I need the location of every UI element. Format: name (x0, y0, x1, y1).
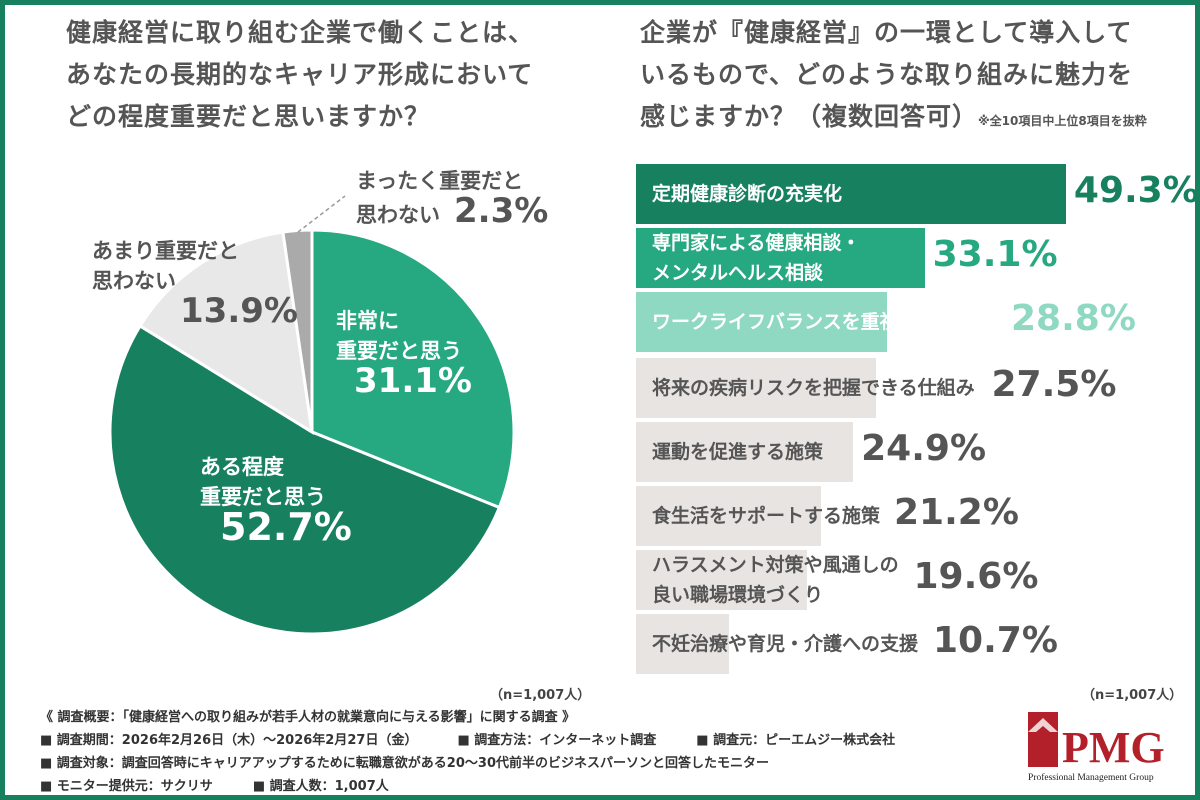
right-question-title: 企業が『健康経営』の一環として導入して いるもので、どのような取り組みに魅力を … (640, 12, 1200, 142)
bar-label: 運動を促進する施策 (652, 441, 824, 463)
bar-label: 将来の疾病リスクを把握できる仕組み (652, 377, 975, 399)
left-sample-size: （n=1,007人） (490, 688, 591, 703)
bar-value: 24.9% (861, 428, 987, 469)
pie-label-not-much: あまり重要だと 思わない 13.9% (92, 239, 298, 331)
bar-2 (636, 292, 888, 352)
title-line: 企業が『健康経営』の一環として導入して (640, 18, 1133, 47)
bar-value: 28.8% (1011, 298, 1136, 339)
bar-value: 10.7% (933, 620, 1058, 661)
pie-chart (108, 228, 516, 636)
svg-text:Professional Management Group: Professional Management Group (1028, 772, 1154, 783)
bar-value: 33.1% (932, 234, 1058, 275)
title-line: あなたの長期的なキャリア形成において (66, 60, 534, 89)
bar-6 (636, 550, 807, 610)
pmg-logo: PMG Professional Management Group (1022, 712, 1182, 791)
bar-7 (636, 614, 730, 674)
pie-slice-0 (310, 228, 516, 510)
bar-label: ハラスメント対策や風通しの 良い職場環境づくり (652, 554, 899, 606)
bar-label: 専門家による健康相談・ メンタルヘルス相談 (652, 232, 861, 284)
bar-label: 不妊治療や育児・介護への支援 (652, 633, 919, 655)
bar-value: 21.2% (894, 492, 1019, 533)
survey-target: ■ 調査対象：調査回答時にキャリアアップするために転職意欲がある20～30代前半… (40, 756, 769, 771)
pie-label-not-at-all: まったく重要だと 思わない 2.3% (356, 169, 549, 231)
survey-details-row: ■ 調査期間：2026年2月26日（木）～2026年2月27日（金） ■ 調査方法… (40, 733, 896, 748)
svg-text:PMG: PMG (1062, 723, 1165, 772)
title-line: いるもので、どのような取り組みに魅力を (640, 60, 1134, 89)
leader-line (297, 195, 346, 233)
title-note: ※全10項目中上位8項目を抜粋 (978, 114, 1147, 128)
left-question-title: 健康経営に取り組む企業で働くことは、 あなたの長期的なキャリア形成において どの… (66, 12, 586, 138)
bar-3 (636, 358, 876, 418)
pie-label-somewhat: ある程度 重要だと思う 52.7% (200, 455, 352, 549)
bar-value: 19.6% (913, 556, 1039, 597)
bar-0 (636, 164, 1066, 224)
bar-label: 定期健康診断の充実化 (652, 183, 843, 205)
title-line: どの程度重要だと思いますか？ (66, 102, 431, 131)
right-sample-size: （n=1,007人） (1082, 688, 1183, 703)
survey-details-row2: ■ モニター提供元：サクリサ ■ 調査人数：1,007人 (40, 779, 389, 794)
bar-1 (636, 228, 925, 288)
pie-slice-2 (138, 230, 314, 435)
bar-label: 食生活をサポートする施策 (652, 505, 881, 527)
title-line: 感じますか？（複数回答可） (640, 102, 979, 131)
bar-value: 49.3% (1073, 170, 1199, 211)
pie-slice-1 (108, 323, 502, 636)
title-line: 健康経営に取り組む企業で働くことは、 (66, 18, 535, 47)
bar-5 (636, 486, 821, 546)
pie-label-very: 非常に 重要だと思う 31.1% (336, 309, 472, 401)
bar-value: 27.5% (991, 364, 1117, 405)
survey-summary: 《 調査概要：「健康経営への取り組みが若手人材の就業意向に与える影響」に関する調… (40, 710, 576, 725)
pie-slice-3 (281, 228, 314, 433)
bar-label: ワークライフバランスを重視した働き方 (652, 311, 994, 333)
bar-4 (636, 422, 854, 482)
